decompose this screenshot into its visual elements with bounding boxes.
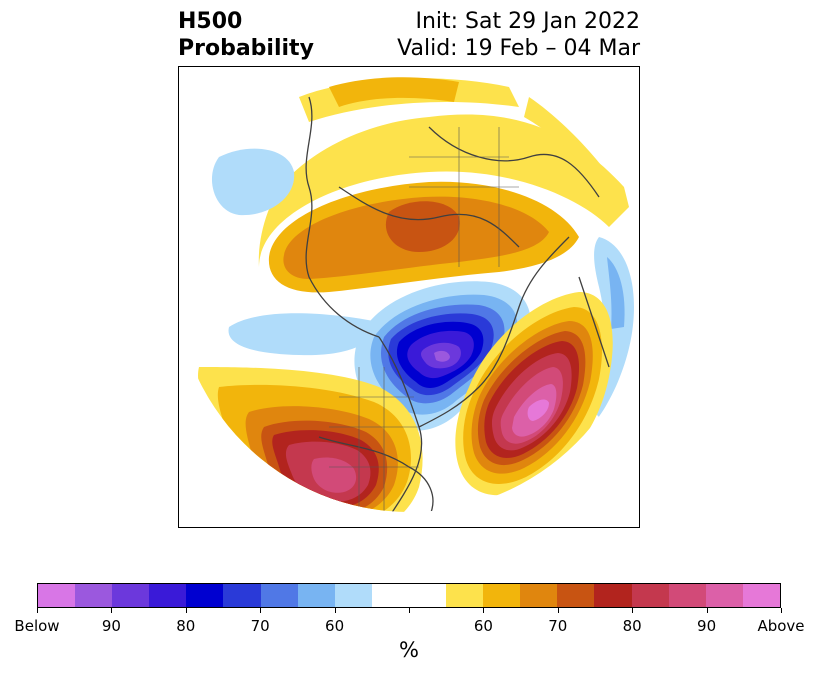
colorbar-tick-label: 70 — [548, 617, 568, 635]
colorbar-tick — [409, 608, 410, 613]
init-date: Init: Sat 29 Jan 2022 — [415, 9, 640, 34]
colorbar-tick-label: 70 — [250, 617, 270, 635]
colorbar-tick-label: 60 — [325, 617, 345, 635]
colorbar-segment — [186, 584, 224, 607]
colorbar-tick-label: Below — [14, 617, 60, 635]
colorbar-segment — [223, 584, 261, 607]
colorbar-tick-label: 80 — [622, 617, 642, 635]
colorbar-segment — [38, 584, 76, 607]
colorbar-tick — [706, 608, 708, 613]
colorbar-segment — [594, 584, 632, 607]
title-line-1: H500 — [178, 9, 243, 34]
colorbar-tick-label: 60 — [473, 617, 493, 635]
colorbar-tick — [632, 608, 634, 613]
borders — [329, 127, 519, 512]
colorbar-segment — [334, 584, 372, 607]
colorbar-tick — [557, 608, 559, 613]
colorbar-segment — [260, 584, 298, 607]
title-block: H500 Probability — [178, 8, 314, 62]
colorbar-tick — [781, 608, 782, 613]
colorbar-tick-label: Above — [757, 617, 805, 635]
colorbar-segment — [742, 584, 780, 607]
colorbar-segment — [520, 584, 558, 607]
colorbar-segment — [705, 584, 743, 607]
colorbar — [37, 583, 781, 608]
eurasia-anomaly — [258, 77, 629, 293]
colorbar-segment — [297, 584, 335, 607]
date-block: Init: Sat 29 Jan 2022 Valid: 19 Feb – 04… — [397, 8, 640, 62]
map-panel — [178, 66, 640, 528]
colorbar-segment — [446, 584, 484, 607]
colorbar-tick-label: 90 — [697, 617, 717, 635]
colorbar-segment — [112, 584, 150, 607]
colorbar-segment — [483, 584, 521, 607]
colorbar-segment — [631, 584, 669, 607]
colorbar-segment — [371, 584, 409, 607]
colorbar-tick — [483, 608, 485, 613]
colorbar-segment — [408, 584, 447, 607]
colorbar-segment — [149, 584, 187, 607]
colorbar-tick-label: 90 — [101, 617, 121, 635]
colorbar-tick — [334, 608, 336, 613]
title-line-2: Probability — [178, 36, 314, 61]
probability-map — [179, 67, 639, 512]
coastlines — [305, 96, 610, 512]
atlantic-anomaly — [455, 292, 613, 496]
colorbar-tick — [111, 608, 113, 613]
colorbar-tick — [37, 608, 38, 613]
canada-anomaly — [354, 281, 531, 431]
valid-date: Valid: 19 Feb – 04 Mar — [397, 36, 640, 61]
colorbar-segment — [75, 584, 113, 607]
colorbar-tick — [185, 608, 187, 613]
colorbar-segment — [557, 584, 595, 607]
colorbar-segment — [668, 584, 706, 607]
colorbar-tick — [260, 608, 262, 613]
colorbar-unit-label: % — [399, 638, 419, 662]
colorbar-tick-label: 80 — [176, 617, 196, 635]
